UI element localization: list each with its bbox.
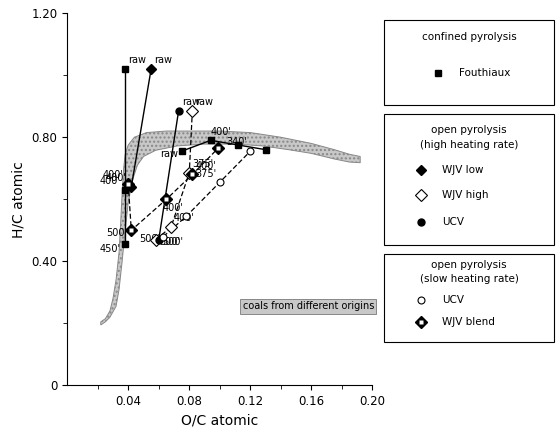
Text: 375': 375': [192, 159, 213, 169]
Text: raw: raw: [161, 149, 179, 159]
Text: 500': 500': [159, 237, 180, 247]
Text: WJV blend: WJV blend: [442, 318, 494, 327]
Text: raw: raw: [195, 97, 213, 107]
Text: 500': 500': [106, 228, 127, 238]
Polygon shape: [101, 131, 360, 325]
Text: 340': 340': [226, 138, 248, 148]
Text: open pyrolysis: open pyrolysis: [431, 125, 507, 134]
Text: 400': 400': [106, 173, 127, 183]
Text: 400': 400': [100, 176, 120, 186]
Text: UCV: UCV: [442, 217, 464, 226]
Text: raw: raw: [154, 55, 172, 65]
Text: WJV low: WJV low: [442, 166, 483, 175]
Text: (high heating rate): (high heating rate): [420, 141, 518, 150]
Text: 400': 400': [162, 203, 183, 212]
Text: WJV high: WJV high: [442, 191, 488, 200]
Text: open pyrolysis: open pyrolysis: [431, 260, 507, 269]
Text: raw: raw: [128, 55, 146, 65]
Text: Fouthiaux: Fouthiaux: [459, 67, 510, 78]
Text: raw: raw: [181, 97, 200, 107]
X-axis label: O/C atomic: O/C atomic: [181, 414, 258, 428]
Text: 400': 400': [195, 161, 216, 171]
Text: 500': 500': [139, 234, 160, 244]
Text: 400': 400': [174, 213, 195, 223]
Text: (slow heating rate): (slow heating rate): [419, 274, 519, 283]
Text: UCV: UCV: [442, 295, 464, 304]
Text: 400': 400': [103, 170, 124, 180]
Text: 450': 450': [100, 244, 120, 254]
Y-axis label: H/C atomic: H/C atomic: [12, 161, 26, 238]
Text: 375': 375': [195, 169, 217, 179]
Text: 500': 500': [162, 237, 183, 247]
Text: confined pyrolysis: confined pyrolysis: [422, 32, 516, 42]
Text: coals from different origins: coals from different origins: [242, 301, 374, 311]
Text: 400': 400': [211, 127, 231, 137]
